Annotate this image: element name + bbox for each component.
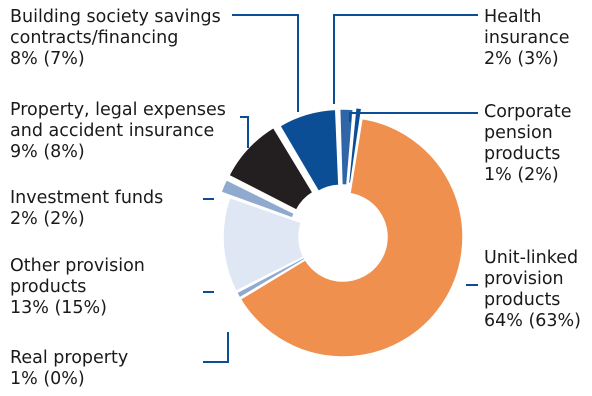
label-real-property: Real property 1% (0%) (10, 348, 129, 389)
label-other-provision: Other provision products 13% (15%) (10, 256, 145, 318)
label-health-insurance: Health insurance 2% (3%) (484, 7, 570, 69)
leader-real-property (203, 332, 229, 363)
slice-property-legal (227, 126, 314, 212)
label-building-society: Building society savings contracts/finan… (10, 7, 221, 69)
label-corporate-pension: Corporate pension products 1% (2%) (484, 102, 572, 185)
leader-health-insurance (333, 14, 478, 104)
leader-corporate-pension (349, 112, 478, 122)
leader-building-society (232, 14, 299, 112)
leader-property-legal (240, 116, 249, 148)
slice-unit-linked (239, 117, 464, 358)
label-unit-linked: Unit-linked provision products 64% (63%) (484, 248, 582, 331)
slice-building-society (278, 108, 340, 193)
label-property-legal: Property, legal expenses and accident in… (10, 100, 226, 162)
slice-investment-funds (220, 178, 296, 220)
slice-corporate-pension (347, 106, 363, 185)
label-investment-funds: Investment funds 2% (2%) (10, 188, 164, 229)
slice-other-provision (222, 196, 305, 293)
slice-health-insurance (338, 108, 355, 186)
